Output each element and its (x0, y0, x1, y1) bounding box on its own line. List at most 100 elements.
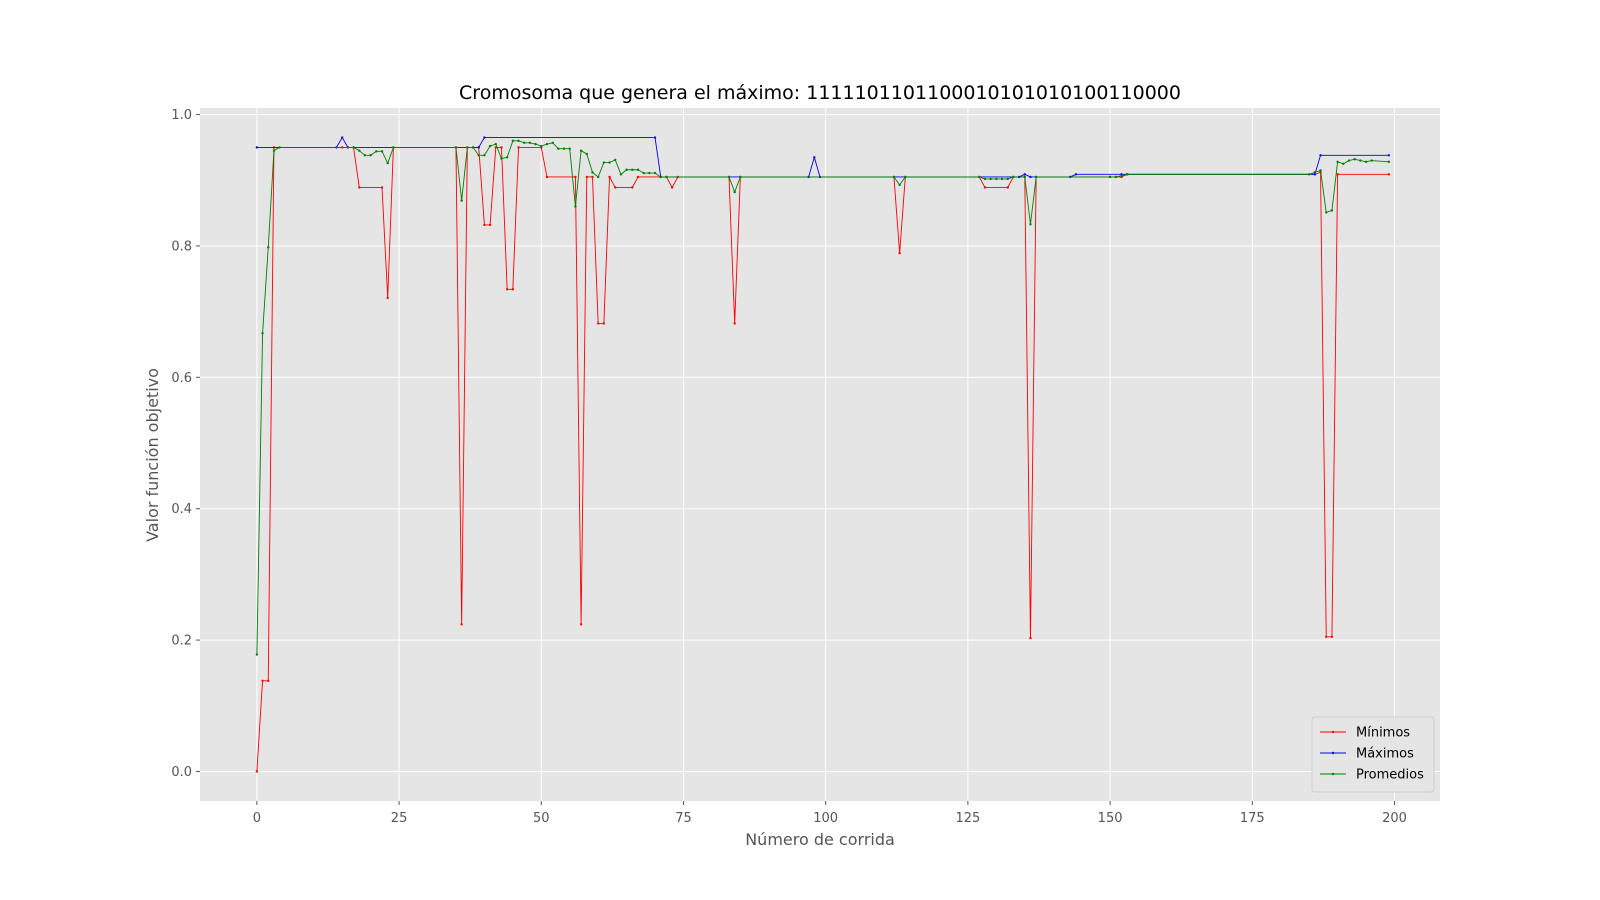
data-point (1108, 175, 1112, 179)
legend-label: Mínimos (1356, 726, 1410, 741)
data-point (483, 154, 486, 157)
data-point (636, 168, 640, 171)
data-point (1125, 173, 1129, 176)
data-point (892, 175, 896, 179)
data-point (989, 177, 992, 181)
data-point (579, 149, 583, 152)
x-tick-label: 25 (391, 811, 408, 826)
data-point (1364, 160, 1368, 164)
data-point (898, 251, 901, 255)
data-point (1114, 175, 1117, 179)
data-point (625, 168, 628, 171)
data-point (1023, 173, 1026, 176)
legend-label: Máximos (1356, 747, 1414, 762)
y-tick-label: 1.0 (171, 108, 192, 123)
y-tick-label: 0.6 (171, 371, 192, 386)
data-point (1313, 173, 1317, 176)
data-point (278, 146, 281, 149)
grid (200, 108, 1440, 801)
data-point (653, 136, 657, 139)
data-point (602, 322, 606, 325)
data-point (545, 142, 549, 146)
data-point (346, 146, 350, 149)
data-point (739, 175, 742, 179)
data-point (1387, 173, 1391, 176)
y-axis: 0.0 0.2 0.4 0.6 0.8 1.0 (171, 108, 200, 780)
chart-title: Cromosoma que genera el máximo: 11111011… (459, 82, 1181, 104)
series-3 (255, 139, 1391, 656)
data-point (1336, 160, 1339, 164)
data-point (528, 141, 532, 145)
data-point (466, 146, 469, 149)
data-point (591, 171, 594, 174)
data-point (898, 183, 901, 187)
data-point (733, 322, 736, 325)
data-point (267, 246, 270, 249)
data-point (369, 154, 372, 157)
data-point (1319, 169, 1322, 172)
data-point (904, 175, 907, 179)
data-point (392, 146, 395, 149)
data-point (352, 146, 355, 149)
data-point (1353, 158, 1356, 161)
data-point (608, 175, 611, 179)
data-point (636, 175, 640, 179)
legend: Mínimos Máximos Promedios (1311, 716, 1435, 793)
data-point (267, 679, 270, 682)
data-point (1325, 211, 1328, 214)
data-point (1347, 159, 1351, 162)
data-point (642, 171, 645, 175)
data-point (1023, 175, 1026, 179)
data-point (557, 147, 560, 150)
data-point (978, 175, 981, 179)
data-point (471, 146, 475, 149)
data-point (1307, 173, 1311, 176)
data-point (659, 175, 662, 179)
data-point (255, 770, 259, 773)
legend-item: Mínimos (1320, 726, 1410, 741)
data-point (631, 186, 634, 189)
data-point (1029, 223, 1032, 226)
data-point (1330, 635, 1334, 638)
data-point (363, 154, 367, 157)
series-layer (255, 136, 1391, 773)
data-point (1387, 160, 1391, 164)
data-point (1120, 174, 1123, 177)
data-point (255, 146, 259, 149)
data-point (619, 173, 623, 176)
data-point (602, 161, 606, 164)
legend-box (1311, 716, 1435, 793)
data-point (1029, 175, 1032, 179)
data-point (608, 161, 611, 164)
data-point (477, 146, 480, 149)
data-point (534, 142, 537, 146)
data-point (1330, 209, 1334, 212)
data-point (358, 149, 361, 152)
data-point (1029, 636, 1032, 640)
data-point (505, 288, 509, 291)
data-point (733, 190, 736, 194)
x-axis: 0 25 50 75 100 125 150 175 200 (253, 801, 1407, 826)
data-point (1006, 186, 1009, 189)
data-point (551, 141, 554, 145)
data-point (1074, 173, 1078, 176)
data-point (523, 141, 526, 145)
data-point (983, 177, 987, 181)
data-point (591, 175, 594, 179)
data-point (540, 144, 543, 148)
data-point (261, 679, 264, 682)
legend-label: Promedios (1356, 768, 1424, 783)
legend-marker (1331, 772, 1335, 776)
data-point (727, 175, 731, 179)
data-point (995, 177, 998, 181)
data-point (1336, 173, 1339, 176)
data-point (1006, 177, 1009, 181)
data-point (1342, 162, 1345, 166)
data-point (261, 332, 264, 335)
data-point (1359, 159, 1362, 162)
data-point (500, 146, 503, 149)
data-point (341, 136, 344, 139)
data-point (1313, 171, 1317, 174)
data-point (614, 158, 617, 162)
x-tick-label: 200 (1382, 811, 1407, 826)
